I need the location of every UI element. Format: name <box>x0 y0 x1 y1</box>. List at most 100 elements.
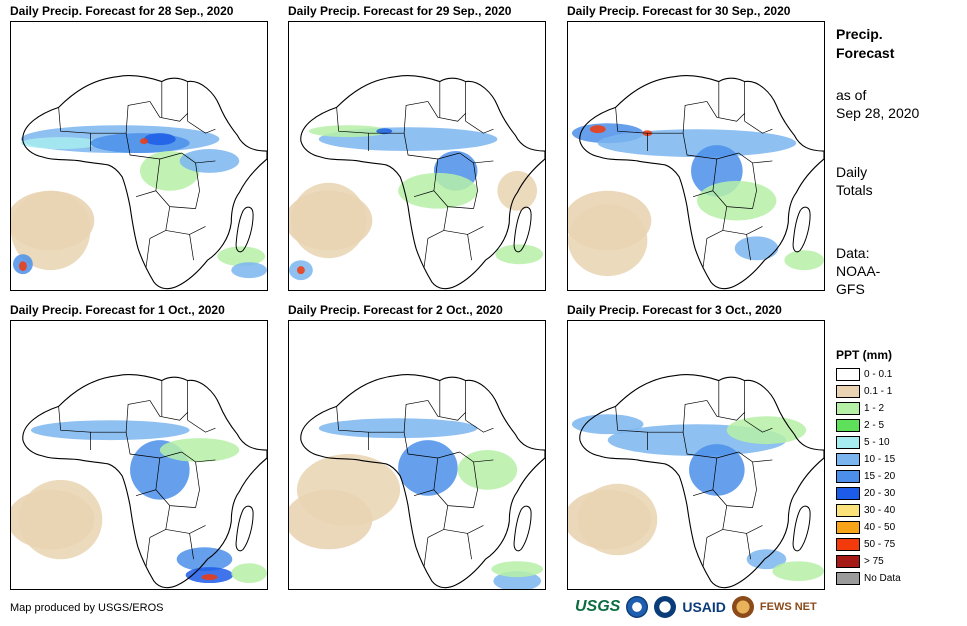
precip-area <box>290 182 367 259</box>
precip-area <box>143 133 176 146</box>
africa-map <box>11 374 267 589</box>
precip-area <box>176 547 233 572</box>
legend-label: 40 - 50 <box>864 522 896 533</box>
precip-area <box>296 266 305 275</box>
country-border <box>706 101 745 122</box>
precip-area <box>159 438 240 462</box>
legend-swatch <box>836 368 860 381</box>
noaa-seal-icon <box>626 596 649 618</box>
precip-area <box>231 563 267 584</box>
usaid-seal-icon <box>654 596 677 618</box>
madagascar-coastline <box>235 206 254 253</box>
country-border <box>682 432 739 459</box>
africa-coastline <box>579 374 824 589</box>
country-border <box>149 400 188 421</box>
precip-area <box>139 138 148 145</box>
country-border <box>368 101 428 134</box>
country-border <box>473 461 478 508</box>
fews-net-logo: FEWS NET <box>759 601 817 613</box>
madagascar-coastline <box>792 206 811 253</box>
legend-row: No Data <box>836 571 901 586</box>
legend-row: 30 - 40 <box>836 503 895 518</box>
legend-swatch <box>836 436 860 449</box>
data-source-line2: NOAA- <box>836 263 881 279</box>
country-border <box>473 162 478 209</box>
country-border <box>90 101 150 134</box>
precip-area <box>784 250 824 271</box>
africa-coastline <box>300 75 545 290</box>
country-border <box>712 457 753 508</box>
country-border <box>692 190 713 198</box>
country-border <box>165 525 206 534</box>
precip-area <box>589 125 606 134</box>
country-border <box>58 406 91 451</box>
country-border <box>149 505 171 538</box>
legend-swatch <box>836 419 860 432</box>
country-border <box>706 505 728 538</box>
data-source-line1: Data: <box>836 245 870 261</box>
legend-label: 10 - 15 <box>864 454 896 465</box>
legend-row: > 75 <box>836 554 884 569</box>
country-border <box>195 162 200 209</box>
legend-label: 2 - 5 <box>864 420 885 431</box>
country-border <box>744 419 773 433</box>
precip-area <box>296 454 401 526</box>
map-panel-1 <box>10 21 268 291</box>
legend-label: 1 - 2 <box>864 403 885 414</box>
legend-label: 20 - 30 <box>864 488 896 499</box>
country-border <box>647 101 707 134</box>
country-border <box>433 457 474 508</box>
country-border <box>165 226 206 235</box>
precip-area <box>18 479 103 560</box>
country-border <box>155 158 196 209</box>
precip-area <box>376 128 393 135</box>
country-border <box>149 101 188 122</box>
country-border <box>752 162 757 209</box>
country-border <box>125 432 182 459</box>
madagascar-coastline <box>235 505 254 552</box>
country-border <box>706 400 745 421</box>
country-border <box>368 400 428 433</box>
country-border <box>187 419 216 433</box>
country-border <box>702 238 708 269</box>
africa-coastline <box>300 374 545 589</box>
africa-coastline <box>22 75 267 290</box>
panel-title-2: Daily Precip. Forecast for 29 Sep., 2020 <box>288 4 512 18</box>
country-border <box>423 238 429 269</box>
precip-area <box>772 561 824 582</box>
precip-area <box>308 125 389 138</box>
map-panel-6 <box>567 320 825 590</box>
precip-area <box>568 204 648 277</box>
panel-title-3: Daily Precip. Forecast for 30 Sep., 2020 <box>567 4 791 18</box>
precip-area <box>217 246 266 267</box>
legend-label: 0 - 0.1 <box>864 369 893 380</box>
madagascar-coastline <box>513 505 532 552</box>
map-panel-5 <box>288 320 546 590</box>
africa-map <box>568 374 824 589</box>
country-border <box>744 120 773 134</box>
africa-coastline <box>579 75 824 290</box>
country-border <box>443 525 484 534</box>
country-border <box>149 206 171 239</box>
country-border <box>135 489 156 497</box>
precip-area <box>457 450 518 490</box>
legend-swatch <box>836 402 860 415</box>
legend-title: PPT (mm) <box>836 348 893 362</box>
country-border <box>467 234 472 261</box>
country-border <box>336 406 369 451</box>
country-border <box>187 120 216 134</box>
country-border <box>413 190 434 198</box>
legend-swatch <box>836 538 860 551</box>
country-border <box>467 533 472 560</box>
legend-row: 15 - 20 <box>836 469 895 484</box>
map-panel-4 <box>10 320 268 590</box>
usaid-logo: USAID <box>682 599 726 615</box>
country-border <box>135 190 156 198</box>
country-border <box>615 406 648 451</box>
precip-area <box>18 261 27 272</box>
as-of-label: as of <box>836 87 867 103</box>
legend-row: 50 - 75 <box>836 537 895 552</box>
precip-area <box>497 170 538 211</box>
country-border <box>427 206 449 239</box>
country-border <box>423 537 429 568</box>
